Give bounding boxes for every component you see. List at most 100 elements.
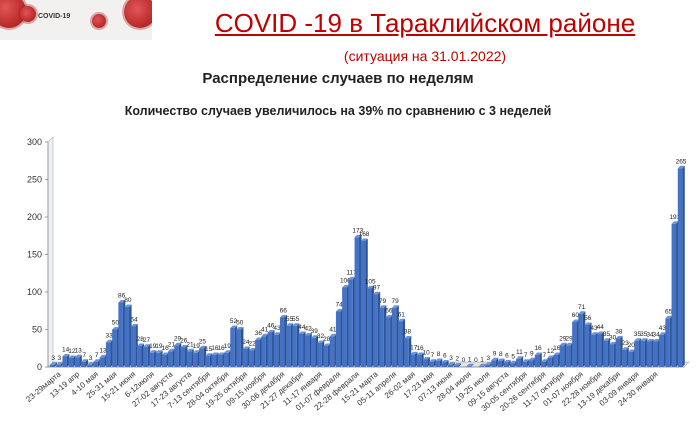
bar	[621, 349, 627, 367]
bar-top	[485, 362, 493, 365]
data-label: 29	[559, 335, 567, 342]
bar	[267, 332, 273, 367]
bar	[596, 334, 602, 367]
bar-top	[429, 359, 437, 362]
data-label: 79	[379, 298, 387, 305]
bar-top	[186, 348, 194, 352]
bar	[534, 355, 540, 367]
bar	[466, 366, 471, 367]
bar	[422, 359, 428, 367]
bar	[348, 279, 353, 367]
bar-top	[528, 357, 536, 361]
bar-top	[68, 355, 76, 358]
data-label: 41	[329, 326, 337, 333]
bar-side	[508, 360, 511, 367]
data-label: 44	[597, 324, 605, 331]
bar-top	[248, 348, 256, 351]
bar-top	[137, 343, 144, 346]
bar	[634, 340, 639, 367]
bar	[367, 288, 372, 367]
data-label: 3	[51, 355, 55, 362]
bar-side	[483, 363, 486, 367]
y-tick-label: 0	[37, 362, 42, 372]
data-label: 2	[455, 356, 459, 363]
data-label: 10	[423, 350, 431, 357]
bar-top	[118, 300, 126, 303]
data-label: 65	[665, 308, 673, 315]
bar	[99, 357, 105, 367]
data-label: 7	[95, 352, 99, 359]
bar-top	[640, 338, 648, 341]
data-label: 43	[659, 325, 667, 332]
bar	[304, 335, 310, 367]
data-label: 3	[58, 355, 62, 362]
data-label: 29	[566, 335, 574, 342]
bar	[174, 345, 179, 367]
bar	[118, 302, 123, 367]
bar-top	[416, 352, 424, 355]
bar	[180, 347, 186, 367]
bar-top	[603, 338, 611, 341]
data-label: 3	[89, 355, 93, 362]
bar-top	[143, 344, 151, 347]
y-tick-label: 250	[27, 175, 42, 185]
bar	[491, 360, 496, 367]
bar	[255, 340, 260, 367]
bar-top	[373, 291, 381, 295]
bar	[81, 361, 86, 367]
bar-top	[161, 352, 169, 355]
data-label: 6	[443, 353, 447, 360]
bar	[659, 334, 664, 367]
data-label: 16	[553, 345, 561, 352]
data-label: 52	[230, 318, 238, 325]
bar	[56, 364, 61, 367]
data-label: 28	[137, 336, 145, 343]
data-label: 13	[74, 347, 82, 354]
bar-top	[155, 350, 163, 353]
data-label: 33	[106, 332, 114, 339]
bar-top	[81, 359, 89, 362]
bar-side	[446, 360, 449, 367]
bar	[317, 343, 322, 367]
bar	[112, 329, 117, 367]
data-label: 15	[205, 346, 213, 353]
data-label: 30	[609, 335, 617, 342]
virus-icon	[20, 6, 36, 22]
bar	[137, 346, 142, 367]
bar-top	[304, 333, 312, 336]
data-label: 7	[83, 352, 87, 359]
data-label: 20	[628, 342, 636, 349]
bar	[665, 318, 670, 367]
data-label: 27	[143, 337, 151, 344]
bar-top	[559, 342, 567, 346]
y-tick-label: 150	[27, 250, 42, 260]
bar	[286, 325, 291, 367]
data-label: 12	[68, 348, 76, 355]
data-label: 29	[174, 335, 182, 342]
data-label: 8	[499, 351, 503, 358]
data-label: 265	[676, 158, 687, 165]
bar-top	[652, 339, 660, 342]
bar	[224, 352, 229, 367]
bar	[509, 363, 515, 367]
data-label: 19	[224, 343, 232, 350]
bar	[677, 168, 683, 367]
bar	[646, 341, 652, 367]
data-label: 35	[603, 331, 611, 338]
bar	[435, 361, 440, 367]
covid-logo: COVID-19	[0, 0, 152, 40]
bar	[161, 355, 167, 367]
data-label: 44	[298, 324, 306, 331]
data-label: 3	[449, 355, 453, 362]
bar	[199, 348, 204, 367]
bar	[379, 307, 384, 367]
data-label: 3	[487, 355, 491, 362]
data-label: 106	[340, 278, 351, 285]
bar	[503, 362, 509, 367]
bar	[578, 313, 583, 367]
bar	[454, 365, 459, 367]
data-label: 35	[634, 331, 642, 338]
bar	[553, 355, 558, 367]
bar	[124, 307, 130, 367]
data-label: 0	[462, 357, 466, 364]
